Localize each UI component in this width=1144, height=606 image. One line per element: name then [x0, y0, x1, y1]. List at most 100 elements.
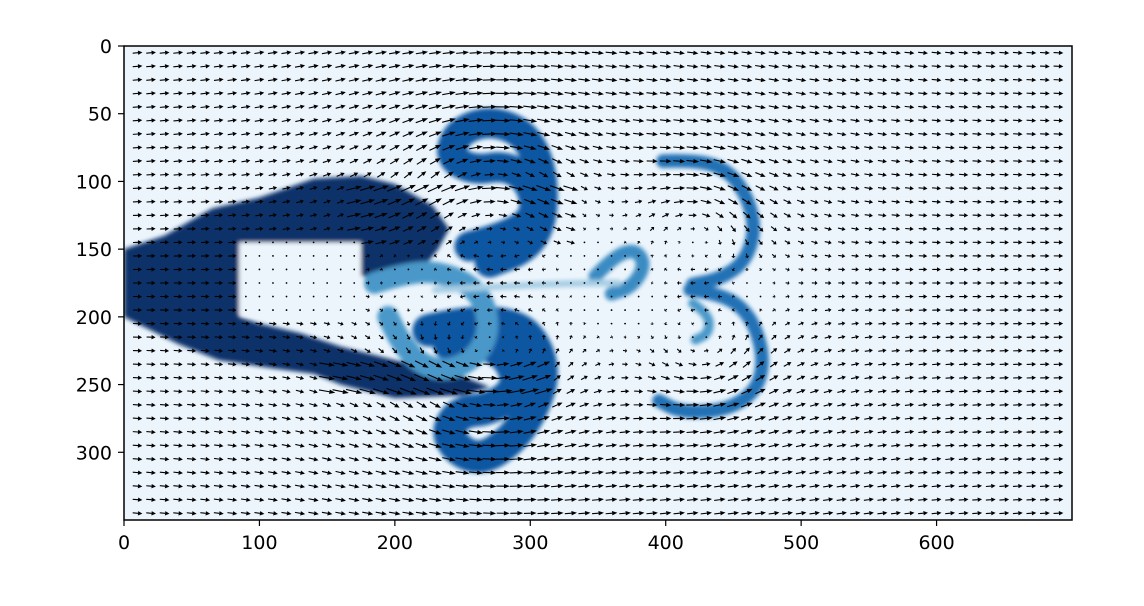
quiver-arrow: [727, 375, 739, 381]
quiver-arrow: [353, 309, 356, 311]
quiver-arrow: [771, 253, 776, 258]
quiver-arrow: [727, 389, 740, 395]
quiver-arrow: [713, 131, 726, 137]
quiver-arrow: [823, 64, 834, 69]
quiver-arrow: [646, 416, 658, 421]
quiver-arrow: [244, 241, 247, 244]
quiver-arrow: [146, 199, 156, 204]
quiver-arrow: [1053, 280, 1064, 286]
quiver-arrow: [227, 456, 238, 462]
quiver-arrow: [481, 375, 498, 381]
quiver-arrow: [132, 104, 143, 110]
quiver-arrow: [743, 347, 750, 355]
quiver-arrow: [442, 145, 456, 151]
quiver-arrow: [646, 402, 658, 408]
quiver-arrow: [375, 50, 387, 55]
quiver-arrow: [699, 389, 713, 394]
quiver-arrow: [918, 321, 928, 326]
quiver-arrow: [931, 470, 942, 475]
quiver-arrow: [228, 294, 237, 299]
quiver-arrow: [493, 388, 513, 394]
quiver-arrow: [850, 510, 861, 516]
quiver-arrow: [160, 307, 170, 313]
quiver-arrow: [621, 186, 630, 191]
quiver-arrow: [281, 429, 292, 435]
quiver-arrow: [727, 50, 739, 56]
quiver-arrow: [972, 267, 982, 272]
quiver-arrow: [254, 429, 265, 435]
quiver-arrow: [389, 443, 401, 448]
quiver-arrow: [713, 389, 727, 394]
quiver-arrow: [528, 321, 533, 326]
quiver-arrow: [361, 226, 375, 231]
quiver-arrow: [241, 145, 251, 150]
quiver-arrow: [637, 268, 640, 271]
quiver-arrow: [700, 470, 713, 475]
quiver-arrow: [390, 171, 399, 179]
quiver-arrow: [551, 145, 564, 150]
quiver-arrow: [564, 118, 578, 123]
quiver-arrow: [258, 241, 261, 244]
quiver-arrow: [419, 347, 425, 354]
quiver-arrow: [244, 255, 247, 257]
quiver-arrow: [700, 443, 713, 448]
quiver-arrow: [891, 429, 901, 435]
quiver-arrow: [700, 199, 712, 205]
quiver-arrow: [482, 131, 498, 137]
quiver-arrow: [945, 199, 955, 204]
quiver-arrow: [551, 510, 564, 516]
quiver-arrow: [362, 511, 374, 516]
quiver-arrow: [660, 199, 671, 204]
quiver-arrow: [455, 77, 470, 82]
quiver-arrow: [811, 267, 818, 272]
quiver-arrow: [686, 402, 700, 408]
quiver-arrow: [482, 429, 497, 435]
quiver-arrow: [386, 374, 403, 381]
y-tick-label: 250: [76, 375, 112, 397]
quiver-arrow: [727, 145, 740, 150]
quiver-arrow: [374, 212, 388, 219]
quiver-arrow: [636, 241, 641, 245]
quiver-arrow: [673, 91, 685, 96]
quiver-arrow: [389, 401, 400, 408]
quiver-arrow: [783, 212, 792, 218]
quiver-arrow: [838, 267, 846, 272]
quiver-arrow: [1026, 321, 1037, 326]
quiver-arrow: [770, 226, 778, 232]
quiver-arrow: [431, 240, 440, 245]
quiver-arrow: [891, 104, 901, 110]
quiver-arrow: [227, 131, 237, 137]
quiver-arrow: [200, 158, 210, 164]
quiver-arrow: [686, 389, 700, 394]
quiver-arrow: [782, 145, 793, 150]
quiver-arrow: [676, 226, 682, 231]
quiver-arrow: [528, 348, 533, 354]
quiver-arrow: [811, 240, 818, 245]
quiver-arrow: [321, 497, 333, 502]
quiver-arrow: [904, 104, 915, 110]
quiver-arrow: [244, 295, 247, 298]
quiver-arrow: [918, 375, 928, 380]
quiver-arrow: [905, 226, 914, 232]
quiver-arrow: [959, 307, 969, 313]
quiver-arrow: [269, 226, 277, 231]
quiver-arrow: [403, 171, 413, 179]
quiver-arrow: [244, 309, 247, 311]
quiver-arrow: [455, 131, 470, 137]
quiver-arrow: [388, 77, 401, 82]
quiver-arrow: [824, 362, 833, 367]
quiver-arrow: [891, 145, 901, 150]
quiver-arrow: [542, 308, 546, 312]
quiver-arrow: [361, 240, 375, 245]
quiver-arrow: [878, 348, 887, 353]
quiver-arrow: [632, 91, 645, 96]
quiver-arrow: [863, 64, 874, 69]
quiver-arrow: [850, 470, 861, 475]
quiver-arrow: [878, 321, 887, 326]
quiver-arrow: [945, 213, 955, 218]
quiver-arrow: [416, 226, 427, 233]
quiver-arrow: [863, 456, 874, 462]
quiver-arrow: [146, 280, 156, 286]
quiver-arrow: [326, 295, 329, 298]
quiver-arrow: [1026, 213, 1037, 218]
